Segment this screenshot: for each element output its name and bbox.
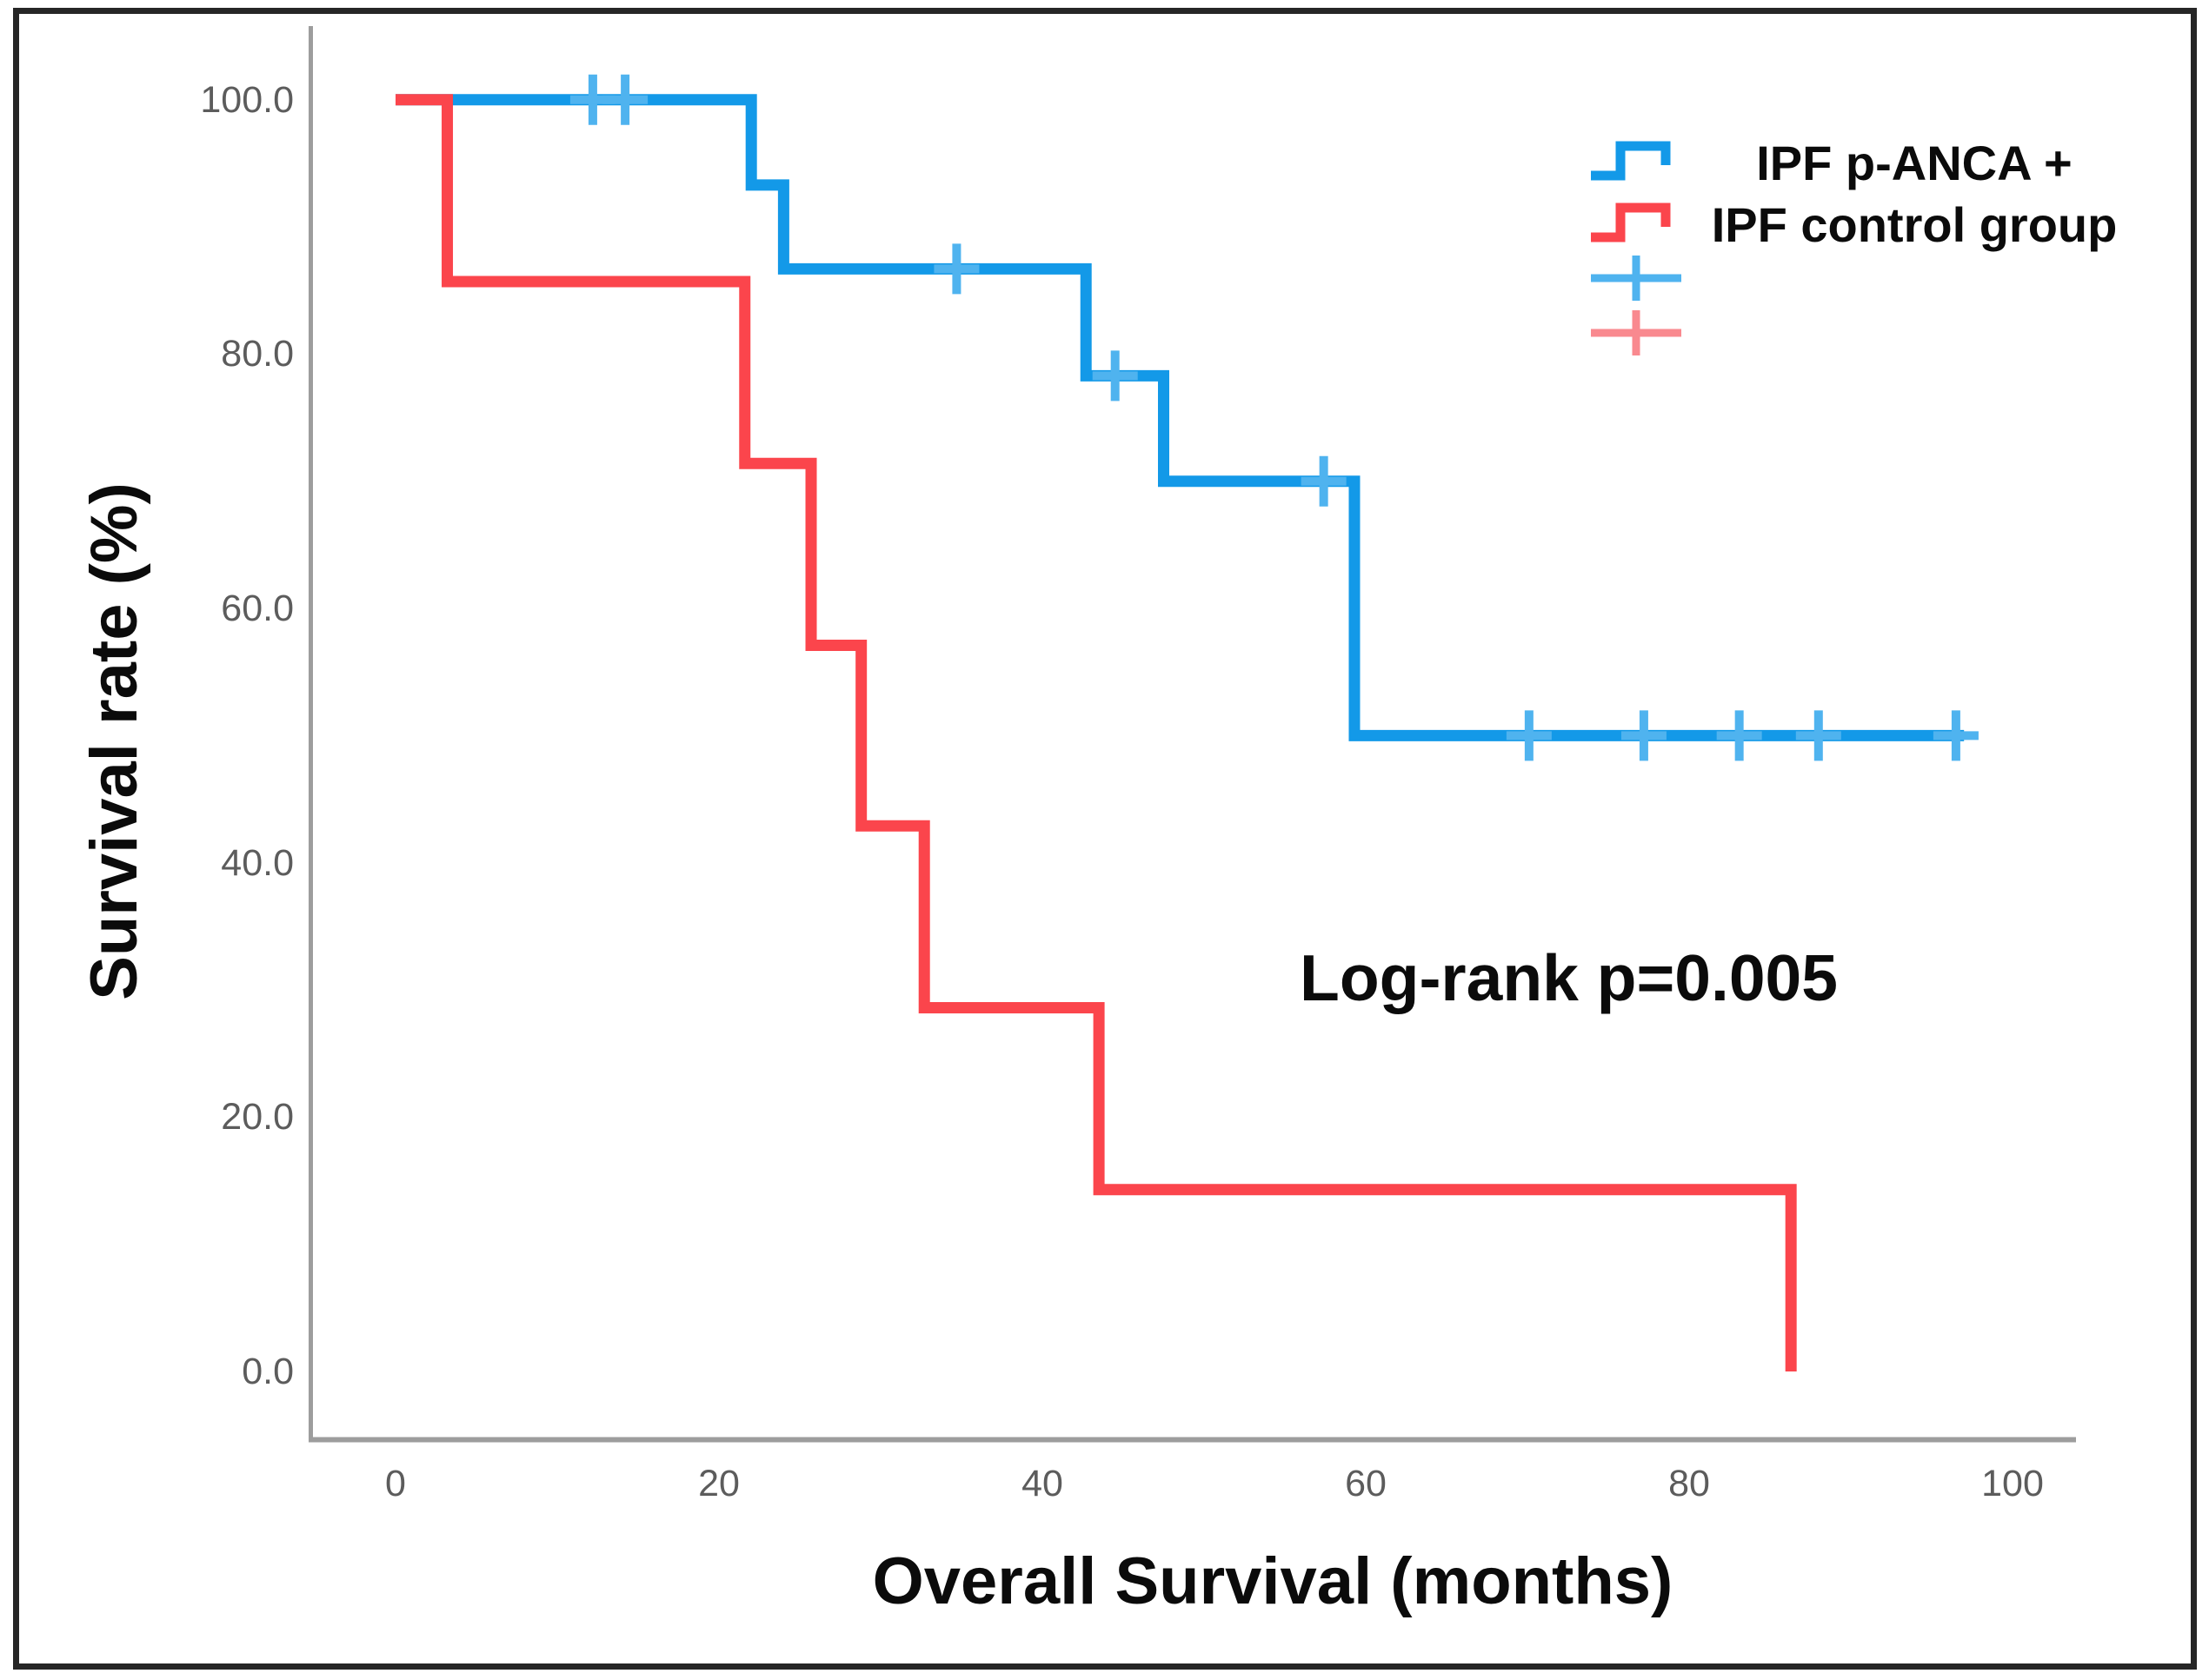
- figure-border: [13, 8, 2197, 1670]
- survival-curve-series-0: [396, 94, 1965, 741]
- x-tick-label: 80: [1668, 1463, 1710, 1504]
- x-tick-label: 100: [1981, 1463, 2044, 1504]
- legend-label-series-0: IPF p-ANCA +: [1756, 136, 2073, 190]
- log-rank-annotation: Log-rank p=0.005: [1300, 941, 1838, 1014]
- y-tick-label: 0.0: [242, 1351, 294, 1392]
- y-tick-label: 80.0: [221, 333, 294, 375]
- x-axis-title: Overall Survival (months): [872, 1544, 1673, 1618]
- x-tick-label: 20: [698, 1463, 740, 1504]
- y-axis-title: Survival rate (%): [77, 482, 151, 1000]
- x-tick-label: 60: [1345, 1463, 1387, 1504]
- y-tick-label: 40.0: [221, 841, 294, 884]
- y-tick-label: 20.0: [221, 1096, 294, 1139]
- survival-curve-series-1: [396, 94, 1797, 1371]
- legend-step-icon-red: [1591, 203, 1671, 242]
- y-tick-label: 60.0: [221, 588, 294, 630]
- legend-censor-icon-blue: [1591, 256, 1681, 301]
- y-tick-label: 100.0: [200, 78, 294, 121]
- legend-label-series-1: IPF control group: [1711, 197, 2118, 252]
- x-tick-label: 40: [1021, 1463, 1063, 1504]
- legend-censor-icon-red: [1591, 310, 1681, 355]
- legend-step-icon-blue: [1591, 141, 1671, 181]
- x-tick-label: 0: [385, 1463, 406, 1504]
